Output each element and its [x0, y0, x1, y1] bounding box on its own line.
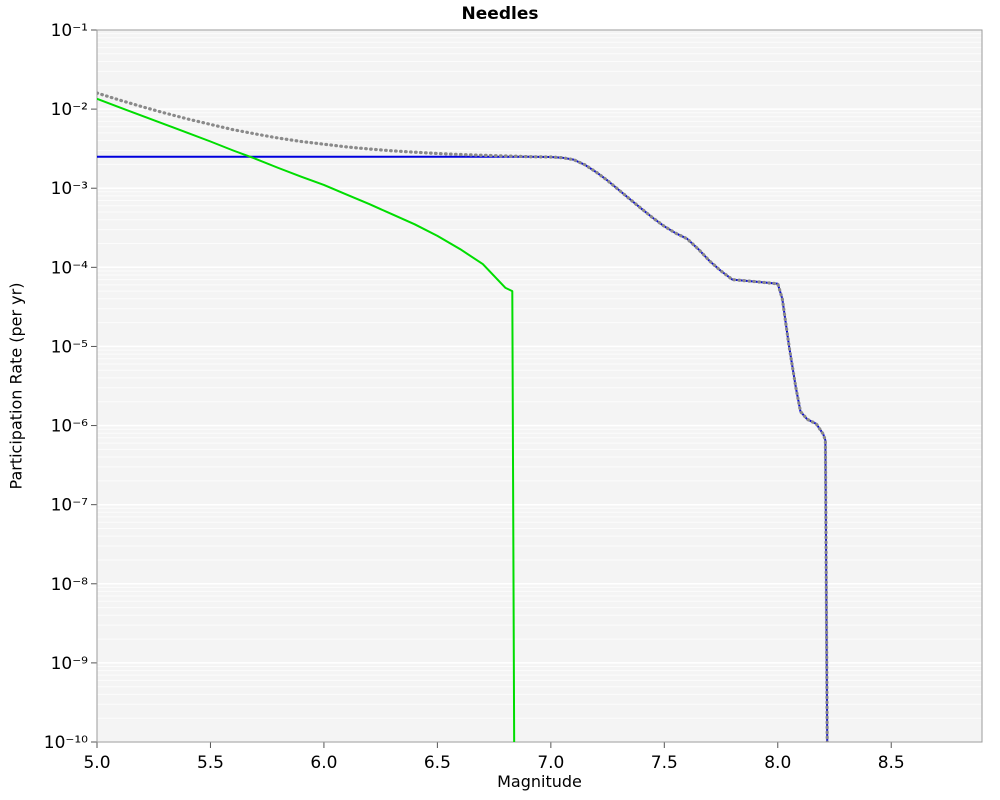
y-tick-label: 10⁻⁴ — [51, 258, 89, 278]
y-tick-label: 10⁻⁶ — [51, 417, 89, 437]
y-tick-label: 10⁻⁸ — [51, 575, 89, 595]
y-tick-label: 10⁻¹⁰ — [44, 733, 88, 753]
series-green-solid — [97, 97, 516, 742]
x-tick-label: 6.0 — [310, 753, 337, 773]
x-tick-label: 6.5 — [424, 753, 451, 773]
y-tick-label: 10⁻¹ — [51, 21, 88, 41]
plot-border — [96, 29, 983, 743]
x-tick-label: 8.0 — [764, 753, 791, 773]
x-tick-label: 5.5 — [197, 753, 224, 773]
x-tick-label: 5.0 — [83, 753, 110, 773]
y-tick-label: 10⁻⁹ — [51, 654, 89, 674]
y-tick-label: 10⁻⁵ — [51, 337, 88, 357]
x-tick-label: 7.5 — [651, 753, 678, 773]
plot-background — [97, 30, 982, 742]
x-axis-label: Magnitude — [497, 772, 582, 791]
series-gray-dotted-total — [97, 91, 829, 742]
axis-ticks: 5.0 5.5 6.0 6.5 7.0 7.5 8.0 8.5 10⁻¹ 10⁻² 10⁻³ 10⁻⁴… — [44, 21, 905, 773]
y-tick-label: 10⁻³ — [51, 179, 88, 199]
y-tick-label: 10⁻² — [51, 100, 88, 120]
x-tick-label: 7.0 — [537, 753, 564, 773]
x-tick-label: 8.5 — [878, 753, 905, 773]
series-group — [97, 91, 829, 742]
y-axis-label: Participation Rate (per yr) — [6, 282, 26, 490]
chart-title: Needles — [461, 4, 539, 24]
y-tick-label: 10⁻⁷ — [51, 496, 89, 516]
